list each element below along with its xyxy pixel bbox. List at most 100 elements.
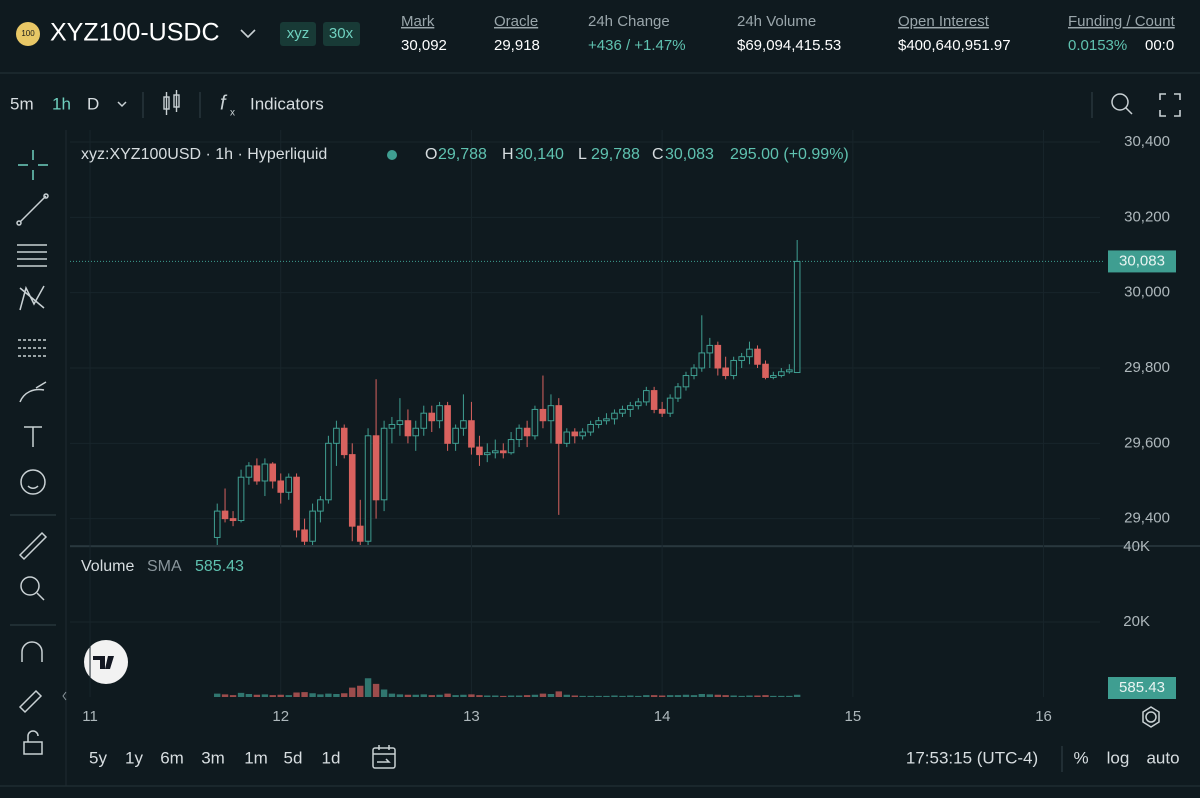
stat-label: 24h Volume [737, 13, 816, 30]
scale-option[interactable]: auto [1146, 748, 1179, 767]
candle-body [595, 420, 602, 425]
volume-bar [706, 694, 714, 697]
symbol-label: xyz:XYZ100USD · 1h · Hyperliquid [81, 146, 327, 163]
volume-bar [309, 693, 316, 697]
range-button[interactable]: 1y [125, 748, 143, 767]
indicators[interactable]: Indicators [250, 94, 324, 113]
interval[interactable]: 1h [52, 94, 71, 113]
clock[interactable]: 17:53:15 (UTC-4) [906, 748, 1038, 767]
candle-type-icon[interactable] [163, 90, 180, 115]
candle-body [213, 510, 221, 538]
volume-bar [730, 695, 737, 697]
candle-body [658, 408, 666, 414]
candle-body [555, 405, 563, 444]
volume-bar [746, 695, 753, 697]
volume-bar [714, 694, 722, 697]
scroll-left[interactable] [62, 691, 67, 701]
fx-icon[interactable]: x [230, 108, 235, 119]
candle-body [491, 450, 499, 454]
symbol-chevron[interactable] [240, 29, 256, 39]
ohlc-key: H [502, 146, 514, 163]
range-button[interactable]: 6m [160, 748, 184, 767]
x-tick-label: 11 [82, 708, 98, 725]
volume-bar [277, 694, 284, 697]
y-tick-label: 29,400 [1124, 510, 1170, 527]
candle-body [229, 518, 237, 522]
scale-option[interactable]: log [1107, 748, 1130, 767]
interval-chevron[interactable] [117, 101, 127, 108]
y-tick-label: 29,800 [1124, 359, 1170, 376]
candle-body [253, 465, 261, 482]
range-button[interactable]: 5d [284, 748, 303, 767]
candle-body [714, 344, 722, 369]
range-button[interactable]: 1d [322, 748, 341, 767]
settings-icon[interactable] [1142, 706, 1160, 728]
symbol[interactable]: XYZ100-USDC [50, 19, 220, 47]
candle-body [356, 525, 364, 542]
volume-bar [229, 695, 237, 697]
candle-body [340, 427, 348, 456]
x-tick-label: 13 [463, 708, 480, 725]
candle-body [690, 367, 698, 377]
y2-tick-label: 40K [1123, 538, 1150, 555]
tv-logo[interactable] [84, 640, 128, 684]
status-dot [387, 150, 397, 160]
candle-body [635, 401, 642, 407]
volume-bar [650, 695, 658, 697]
coin-icon [16, 22, 40, 46]
volume-bar [611, 695, 618, 697]
candle-body [348, 454, 356, 527]
zoom-icon[interactable] [1111, 93, 1133, 115]
sma-value: 585.43 [195, 558, 244, 575]
scale-option[interactable]: % [1073, 748, 1088, 767]
volume-bar [778, 695, 785, 697]
volume-bar [603, 695, 610, 697]
sidebar-icons[interactable] [10, 150, 56, 755]
stat-label: Mark [401, 13, 435, 30]
volume-bar [690, 695, 698, 697]
fx-icon[interactable]: f [220, 92, 228, 114]
y-tick-label: 30,200 [1124, 208, 1170, 225]
stat-value: +436 / +1.47% [588, 37, 686, 54]
candle-body [261, 463, 269, 482]
stat-extra: 00:0 [1145, 37, 1174, 54]
sma-box [1108, 677, 1176, 699]
fullscreen-icon[interactable] [1159, 93, 1181, 117]
stat-label: Funding / Count [1068, 13, 1176, 30]
volume-bar [531, 694, 539, 697]
candle-body [650, 390, 658, 410]
stat-label: Oracle [494, 13, 538, 30]
range-button[interactable]: 3m [201, 748, 225, 767]
candle-body [793, 260, 801, 374]
volume-bar [555, 691, 562, 697]
candle-body [468, 420, 475, 448]
candle-body [245, 465, 253, 478]
candle-body [388, 423, 396, 429]
interval[interactable]: 5m [10, 94, 34, 113]
volume-bar [635, 695, 642, 697]
volume-bar [738, 695, 745, 697]
candle-body [285, 476, 293, 493]
candle-body [603, 418, 610, 422]
range-button[interactable]: 1m [244, 748, 268, 767]
volume-bar [412, 694, 419, 697]
volume-bar [237, 692, 245, 697]
candle-body [666, 397, 674, 414]
candle-body [420, 412, 428, 429]
range-button[interactable]: 5y [89, 748, 107, 767]
interval[interactable]: D [87, 94, 99, 113]
badge-text: xyz [287, 25, 310, 42]
volume-bar [587, 695, 594, 697]
volume-bar [643, 695, 650, 697]
volume-bar [420, 694, 427, 697]
candle-body [412, 427, 420, 437]
candle-body [611, 412, 618, 420]
tv-logo[interactable] [93, 656, 114, 669]
volume-bar [698, 694, 706, 697]
calendar-icon[interactable] [372, 745, 396, 769]
volume-bar [595, 695, 602, 697]
candle-body [786, 369, 793, 373]
candle-body [293, 476, 300, 531]
volume-bar [563, 694, 570, 697]
